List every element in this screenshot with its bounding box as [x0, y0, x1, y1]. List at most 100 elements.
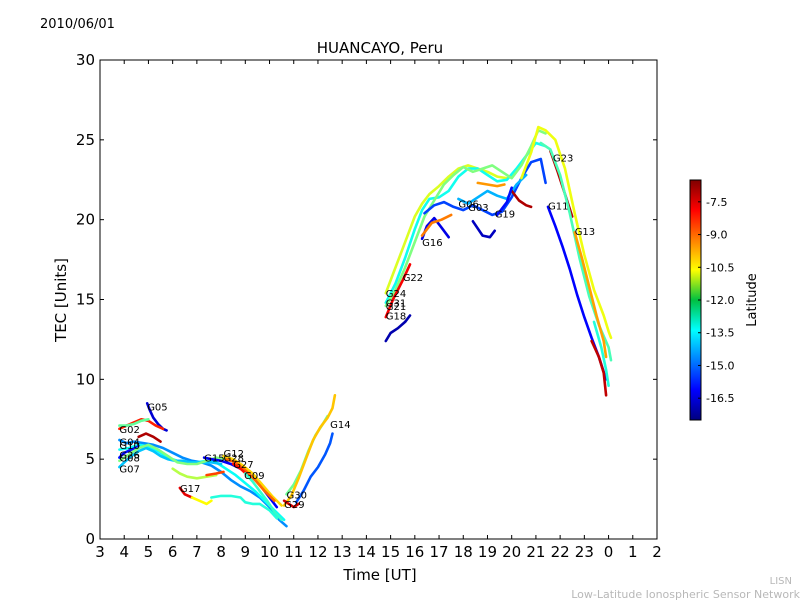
- series-g03e: [205, 470, 225, 477]
- y-axis: 0 5 10 15 20 25 30: [76, 51, 657, 548]
- x-tick-label: 6: [168, 543, 178, 561]
- x-tick-label: 9: [241, 543, 251, 561]
- series-g28: [224, 457, 276, 503]
- colorbar-label: Latitude: [745, 273, 760, 327]
- series-g19b: [476, 181, 506, 188]
- sat-label-g18: G18: [386, 312, 406, 323]
- series-g16b: [420, 213, 453, 237]
- colorbar: -7.5 -9.0 -10.5 -12.0 -13.5 -15.0 -16.5 Latitu…: [689, 179, 760, 421]
- series-g02b: [118, 417, 150, 427]
- x-tick-label: 5: [144, 543, 154, 561]
- sat-label-g10: G10: [119, 441, 139, 452]
- sat-label-g21: G21: [386, 302, 406, 313]
- sat-label-g05: G05: [147, 403, 167, 414]
- x-tick-label: 7: [192, 543, 202, 561]
- series-g18: [384, 314, 412, 343]
- sat-label-g30: G30: [287, 490, 307, 501]
- sat-label-g29: G29: [284, 500, 304, 511]
- x-tick-label: 3: [95, 543, 105, 561]
- sat-label-g16: G16: [422, 238, 442, 249]
- sat-label-g17: G17: [180, 484, 200, 495]
- y-tick-label: 30: [76, 51, 95, 69]
- x-tick-label: 22: [551, 543, 570, 561]
- y-tick-label: 5: [85, 450, 95, 468]
- series-g13c: [592, 320, 610, 388]
- series-g03: [457, 173, 528, 205]
- series-g17b: [190, 496, 213, 506]
- series-g17c: [210, 494, 279, 520]
- sat-label-g02: G02: [119, 425, 139, 436]
- sat-label-g19: G19: [495, 209, 515, 220]
- x-tick-label: 10: [260, 543, 279, 561]
- x-axis: 3 4 5 6 7 8 9 10 11 12 13 14 15 16 17 18 19 20 21 22 23 0 1 2: [95, 60, 662, 561]
- series-g04: [137, 432, 162, 443]
- series-g24: [384, 164, 509, 295]
- sat-label-g12: G12: [224, 449, 244, 460]
- sat-label-g11: G11: [548, 201, 568, 212]
- sat-label-g14: G14: [330, 420, 350, 431]
- series-g21: [384, 129, 547, 308]
- sat-label-g23: G23: [553, 153, 573, 164]
- data-series-layer: [118, 125, 613, 528]
- x-tick-label: 17: [429, 543, 448, 561]
- x-tick-label: 20: [502, 543, 521, 561]
- series-g29b: [282, 499, 300, 509]
- colorbar-ticks: -7.5 -9.0 -10.5 -12.0 -13.5 -15.0 -16.5: [698, 196, 734, 405]
- y-axis-label: TEC [Units]: [52, 258, 70, 343]
- footer-brand: LISN: [769, 576, 792, 587]
- sat-label-g27: G27: [233, 460, 253, 471]
- y-tick-label: 25: [76, 131, 95, 149]
- series-g31: [384, 141, 547, 305]
- series-g23c: [539, 141, 613, 362]
- date-label: 2010/06/01: [40, 17, 115, 32]
- y-tick-label: 20: [76, 211, 95, 229]
- series-g12: [222, 454, 283, 507]
- x-tick-label: 12: [308, 543, 327, 561]
- colorbar-tick-label: -7.5: [706, 196, 727, 209]
- y-tick-label: 15: [76, 291, 95, 309]
- chart-title: HUANCAYO, Peru: [317, 39, 443, 57]
- colorbar-tick-label: -13.5: [706, 327, 734, 340]
- x-tick-label: 16: [405, 543, 424, 561]
- plot-frame: [99, 59, 658, 540]
- sat-label-g26: G26: [119, 450, 139, 461]
- x-tick-label: 18: [454, 543, 473, 561]
- colorbar-tick-label: -9.0: [706, 229, 727, 242]
- sat-label-g04: G04: [119, 438, 139, 449]
- x-tick-label: 4: [119, 543, 129, 561]
- footer-network: Low-Latitude Ionospheric Sensor Network: [571, 588, 800, 601]
- y-tick-label: 10: [76, 370, 95, 388]
- x-tick-label: 14: [357, 543, 376, 561]
- series-g14: [294, 432, 334, 504]
- colorbar-tick-label: -15.0: [706, 359, 734, 372]
- series-g19: [471, 220, 497, 239]
- series-g23a: [520, 125, 613, 340]
- series-g08: [118, 445, 140, 459]
- series-g13: [573, 231, 608, 359]
- series-g07b: [118, 443, 228, 466]
- series-g17a: [178, 486, 194, 499]
- sat-label-g06: G06: [458, 200, 478, 211]
- sat-label-g03: G03: [468, 203, 488, 214]
- sat-label-g31: G31: [386, 299, 406, 310]
- series-g22: [384, 263, 412, 319]
- series-g20b: [495, 186, 514, 217]
- x-tick-label: 0: [604, 543, 614, 561]
- x-tick-label: 21: [526, 543, 545, 561]
- series-g03d: [171, 467, 218, 480]
- x-tick-label: 8: [216, 543, 226, 561]
- series-g20: [510, 189, 533, 209]
- x-tick-label: 11: [284, 543, 303, 561]
- x-tick-label: 19: [478, 543, 497, 561]
- sat-label-g28: G28: [224, 454, 244, 465]
- sat-label-g09: G09: [244, 471, 264, 482]
- x-tick-label: 2: [652, 543, 662, 561]
- sat-label-g07: G07: [119, 465, 139, 476]
- series-g06: [423, 157, 547, 217]
- series-g13b: [590, 339, 608, 397]
- x-tick-label: 13: [333, 543, 352, 561]
- x-tick-label: 23: [575, 543, 594, 561]
- series-g29: [282, 393, 337, 507]
